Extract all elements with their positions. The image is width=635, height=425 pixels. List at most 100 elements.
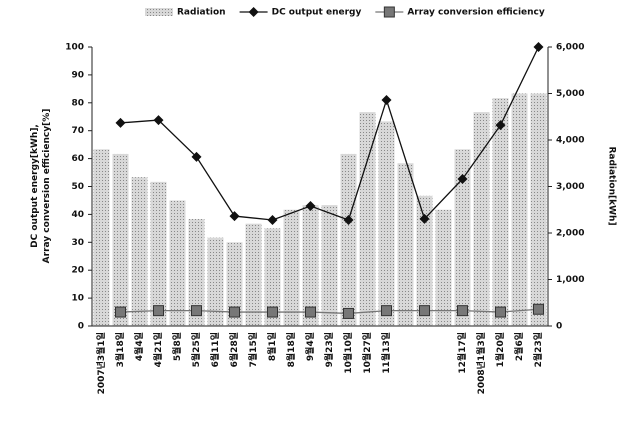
legend: Radiation DC output energy Array conversio… — [145, 6, 545, 18]
marker — [267, 214, 278, 225]
marker — [267, 306, 278, 318]
x-tick-label: 2월6일 — [513, 332, 525, 361]
bar — [245, 223, 262, 326]
marker — [495, 306, 506, 318]
bar — [511, 93, 528, 326]
y2-tick-label: 2,000 — [556, 229, 584, 239]
marker — [457, 305, 468, 317]
x-tick-label: 10월27일 — [361, 332, 373, 374]
bar — [226, 242, 243, 326]
line — [120, 308, 539, 315]
x-tick-label: 8월1일 — [266, 332, 278, 361]
line-series — [115, 42, 544, 225]
marker — [115, 306, 126, 318]
line — [120, 46, 540, 221]
marker — [305, 201, 316, 212]
bar — [112, 153, 129, 326]
marker — [457, 173, 468, 184]
bar — [435, 209, 452, 326]
bar — [530, 93, 547, 326]
x-tick-label: 4월4일 — [133, 332, 145, 361]
marker — [419, 305, 430, 317]
bar — [359, 112, 376, 326]
marker — [533, 42, 544, 52]
marker — [229, 306, 240, 318]
y-tick-label: 10 — [71, 294, 84, 304]
bar — [188, 219, 205, 326]
marker — [153, 115, 164, 126]
bar — [207, 237, 224, 326]
marker — [419, 213, 430, 224]
line-series — [115, 303, 544, 319]
y2-tick-label: 4,000 — [556, 136, 584, 146]
marker — [381, 95, 392, 106]
legend-swatch — [145, 8, 173, 16]
x-tick-label: 9월23일 — [323, 332, 335, 367]
bars — [93, 93, 547, 327]
legend-label: Radiation — [177, 8, 226, 18]
y2-tick-label: 6,000 — [556, 43, 584, 53]
x-tick-label: 12월17일 — [456, 332, 468, 374]
x-tick-label: 6월28일 — [228, 332, 240, 367]
bar — [93, 149, 110, 326]
x-tick-label: 2008년1월3일 — [475, 332, 487, 394]
x-tick-label: 6월11일 — [209, 332, 221, 367]
y-tick-label: 80 — [71, 98, 84, 108]
y-axis-label: DC output energy[kWh], Array conversion e… — [30, 109, 52, 264]
y-tick-label: 90 — [71, 70, 84, 80]
bar — [397, 163, 414, 326]
bar — [378, 121, 395, 327]
x-tick-label: 4월21일 — [152, 332, 164, 367]
marker — [383, 6, 395, 18]
x-tick-label: 11월13일 — [380, 332, 392, 374]
bar — [302, 205, 319, 326]
y2-tick-label: 5,000 — [556, 89, 584, 99]
y-tick-label: 0 — [78, 322, 84, 332]
x-tick-label: 1월20일 — [494, 332, 506, 367]
y-tick-label: 100 — [65, 43, 84, 53]
bar — [169, 200, 186, 326]
x-tick-label: 9월4일 — [304, 332, 316, 361]
y-tick-label: 60 — [71, 154, 84, 164]
marker — [191, 151, 202, 162]
marker — [495, 120, 506, 131]
x-tick-label: 2007년3월1일 — [95, 332, 107, 394]
marker — [343, 307, 354, 319]
bar — [131, 177, 148, 326]
bar — [264, 228, 281, 326]
y-tick-label: 70 — [71, 126, 84, 136]
y2-tick-label: 3,000 — [556, 182, 584, 192]
marker — [115, 117, 126, 128]
marker — [381, 305, 392, 317]
bar — [473, 112, 490, 326]
bar — [340, 153, 357, 326]
x-tick-label: 8월18일 — [285, 332, 297, 367]
x-tick-label: 2월23일 — [532, 332, 544, 367]
y2-tick-label: 1,000 — [556, 275, 584, 285]
marker — [248, 7, 259, 17]
marker — [305, 306, 316, 318]
x-tick-label: 3월18일 — [114, 332, 126, 367]
y-tick-label: 20 — [71, 266, 84, 276]
marker — [229, 211, 240, 222]
y-tick-label: 40 — [71, 210, 84, 220]
bar — [416, 195, 433, 326]
x-tick-label: 5월8일 — [171, 332, 183, 361]
y2-tick-label: 0 — [556, 322, 562, 332]
bar — [283, 209, 300, 326]
y-tick-label: 30 — [71, 238, 84, 248]
legend-label: DC output energy — [272, 8, 362, 18]
marker — [153, 305, 164, 317]
legend-label: Array conversion efficiency — [407, 8, 545, 18]
bar — [321, 205, 338, 326]
marker — [343, 214, 354, 225]
y-tick-label: 50 — [71, 182, 84, 192]
y2-axis-label: Radiation[kWh] — [607, 146, 617, 225]
marker — [533, 303, 544, 315]
x-tick-label: 10월10일 — [342, 332, 354, 374]
marker — [191, 305, 202, 317]
x-tick-label: 7월15일 — [247, 332, 259, 367]
bar — [454, 149, 471, 326]
bar — [150, 181, 167, 326]
